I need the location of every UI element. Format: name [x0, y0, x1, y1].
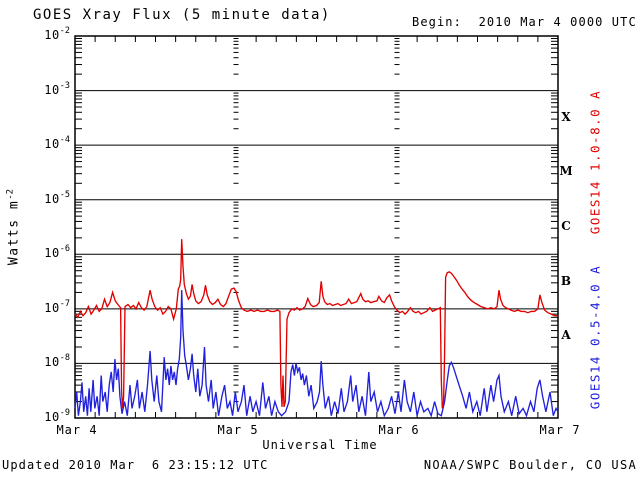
- flux-class-letter-a: A: [561, 328, 571, 343]
- series-line-short: [74, 290, 559, 418]
- begin-time-label: Begin: 2010 Mar 4 0000 UTC: [412, 15, 637, 29]
- flux-class-letter-b: B: [560, 273, 572, 288]
- updated-timestamp: Updated 2010 Mar 6 23:15:12 UTC: [2, 458, 269, 472]
- x-tick-label: Mar 4: [56, 423, 98, 437]
- y-tick-label: 10-4: [44, 135, 70, 152]
- y-tick-label: 10-3: [44, 80, 70, 97]
- flux-class-letter-x: X: [561, 109, 571, 124]
- y-tick-label: 10-6: [44, 244, 70, 261]
- y-tick-label: 10-9: [44, 408, 70, 424]
- y-axis-title-text: Watts m: [6, 199, 22, 266]
- y-tick-label: 10-5: [44, 189, 70, 206]
- x-tick-label: Mar 7: [539, 423, 581, 437]
- source-attribution: NOAA/SWPC Boulder, CO USA: [423, 458, 637, 472]
- legend-goes14-short-label: GOES14 0.5-4.0 A: [587, 264, 603, 410]
- y-axis-title: Watts m-2: [5, 188, 22, 266]
- x-axis-title: Universal Time: [262, 438, 378, 452]
- series-line-long: [74, 239, 558, 409]
- y-tick-label: 10-2: [44, 26, 70, 42]
- plot-frame: [74, 35, 559, 419]
- x-tick-label: Mar 6: [378, 423, 420, 437]
- chart-title: GOES Xray Flux (5 minute data): [33, 7, 331, 23]
- flux-class-letter-m: M: [559, 164, 573, 179]
- x-tick-label: Mar 5: [217, 423, 259, 437]
- flux-class-letter-c: C: [561, 219, 571, 233]
- y-tick-label: 10-8: [44, 353, 70, 370]
- y-axis-title-exponent: -2: [5, 188, 16, 200]
- legend-goes14-long-label: GOES14 1.0-8.0 A: [587, 89, 603, 235]
- y-tick-label: 10-7: [44, 298, 70, 315]
